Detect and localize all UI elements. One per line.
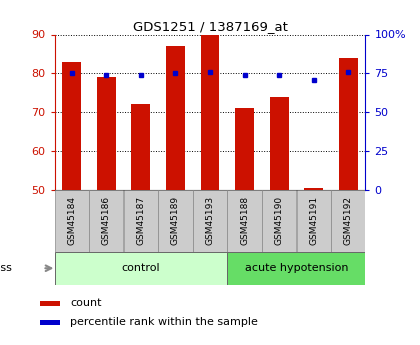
Text: control: control [122,263,160,273]
Text: GSM45189: GSM45189 [171,196,180,245]
Text: acute hypotension: acute hypotension [244,263,348,273]
Text: GSM45188: GSM45188 [240,196,249,245]
Bar [262,190,296,252]
Text: percentile rank within the sample: percentile rank within the sample [70,317,258,327]
Text: GSM45187: GSM45187 [136,196,145,245]
Bar [97,77,116,190]
Title: GDS1251 / 1387169_at: GDS1251 / 1387169_at [133,20,287,33]
Bar [131,104,150,190]
Text: GSM45192: GSM45192 [344,196,353,245]
Bar [40,301,60,306]
Bar [63,62,81,190]
Text: GSM45190: GSM45190 [275,196,284,245]
Bar [227,252,365,285]
Bar [228,190,262,252]
Text: stress: stress [0,263,13,273]
Bar [55,252,227,285]
Bar [200,34,220,190]
Bar [270,97,289,190]
Bar [124,190,158,252]
Bar [89,190,123,252]
Bar [331,190,365,252]
Bar [193,190,227,252]
Bar [158,190,192,252]
Bar [235,108,254,190]
Bar [297,190,331,252]
Bar [55,190,89,252]
Bar [339,58,357,190]
Bar [304,188,323,190]
Text: GSM45184: GSM45184 [67,196,76,245]
Bar [40,320,60,325]
Text: GSM45186: GSM45186 [102,196,111,245]
Text: GSM45193: GSM45193 [205,196,215,245]
Text: GSM45191: GSM45191 [309,196,318,245]
Text: count: count [70,298,102,308]
Bar [166,46,185,190]
